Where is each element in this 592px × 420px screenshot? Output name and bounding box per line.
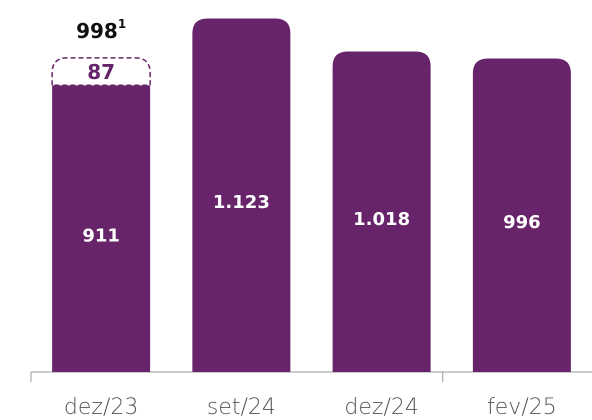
- total-value: 998: [76, 18, 118, 42]
- bar-segment-dashed: [51, 57, 151, 86]
- value-label: 1.123: [213, 192, 270, 213]
- bar: [52, 85, 151, 373]
- x-tick-label: fev/25: [487, 395, 557, 420]
- bar: [192, 18, 291, 372]
- x-tick-label: dez/24: [344, 395, 418, 420]
- bar: [472, 58, 571, 372]
- value-label: 1.018: [353, 209, 410, 230]
- value-label: 996: [503, 212, 541, 233]
- footnote-mark: 1: [118, 16, 126, 30]
- value-label: 911: [82, 226, 120, 247]
- total-label: 9981: [76, 16, 126, 42]
- x-tick-label: dez/23: [64, 395, 138, 420]
- x-tick-label: set/24: [207, 395, 276, 420]
- value-label: 87: [87, 60, 115, 84]
- bar: [332, 51, 431, 373]
